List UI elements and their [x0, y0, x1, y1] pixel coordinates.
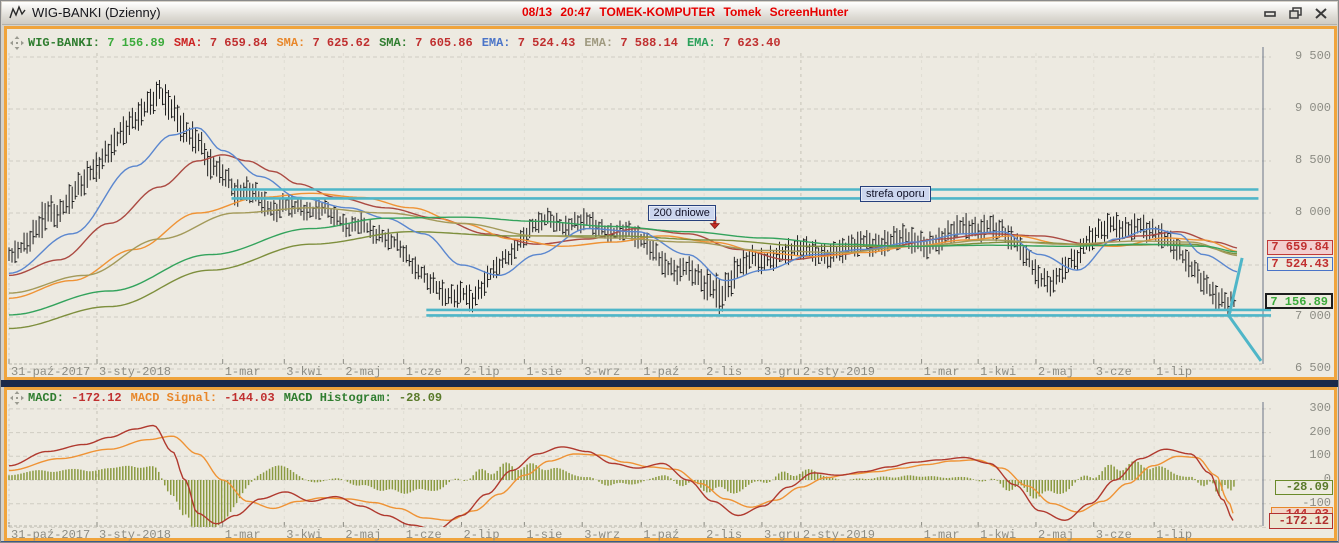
- date-label-macd: 1-cze: [405, 528, 442, 542]
- price-axis-label: 7 000: [1294, 309, 1331, 323]
- minimize-button[interactable]: [1262, 6, 1279, 20]
- macd-axis-label: 300: [1309, 400, 1331, 415]
- resistance-zone-annotation[interactable]: strefa oporu: [859, 186, 931, 203]
- date-label-macd: 2-lip: [463, 528, 500, 542]
- macd-axis-label: 0: [1323, 472, 1331, 486]
- window-bottom-edge: [1, 541, 1338, 542]
- macd-plot-area[interactable]: [9, 404, 1263, 525]
- date-label-macd: 3-gru: [763, 528, 800, 542]
- price-legend-item: SMA: 7 605.86: [379, 36, 473, 50]
- price-legend-item: WIG-BANKI: 7 156.89: [28, 36, 165, 50]
- macd-legend: MACD: -172.12 MACD Signal: -144.03 MACD Hi…: [28, 391, 451, 405]
- restore-button[interactable]: [1287, 6, 1304, 20]
- date-label: 3-cze: [1095, 365, 1132, 379]
- macd-legend-item: MACD Histogram: -28.09: [283, 391, 443, 405]
- date-label: 1-cze: [405, 365, 442, 379]
- price-legend-item: SMA: 7 625.62: [276, 36, 371, 50]
- date-label-macd: 3-cze: [1095, 528, 1132, 542]
- window-controls: [1262, 6, 1329, 20]
- price-axis-label: 9 500: [1294, 49, 1331, 63]
- date-label: 1-sie: [526, 365, 563, 379]
- price-axis-label: 8 000: [1294, 205, 1331, 219]
- macd-legend-item: MACD: -172.12: [28, 391, 122, 405]
- date-label: 1-mar: [923, 365, 960, 379]
- price-axis-label: 6 500: [1294, 361, 1331, 375]
- date-label-macd: 3-wrz: [584, 528, 621, 542]
- date-label-macd: 3-sty-2018: [98, 528, 171, 542]
- date-label: 2-maj: [1037, 365, 1074, 379]
- 200-day-annotation[interactable]: 200 dniowe: [647, 204, 716, 221]
- date-label: 2-maj: [345, 365, 382, 379]
- price-axis-label: 8 500: [1294, 153, 1331, 167]
- date-label: 2-lis: [706, 365, 743, 379]
- date-label: 1-kwi: [980, 365, 1017, 379]
- last-price-box: 7 156.89: [1265, 293, 1333, 309]
- close-button[interactable]: [1312, 6, 1329, 20]
- price-legend-item: SMA: 7 659.84: [173, 36, 268, 50]
- window-title: WIG-BANKI (Dzienny): [32, 5, 161, 20]
- price-axis-label: 9 000: [1294, 101, 1331, 115]
- date-label-macd: 1-sie: [526, 528, 563, 542]
- date-label: 3-kwi: [286, 365, 323, 379]
- panel-separator[interactable]: [1, 380, 1338, 387]
- price-chart-plot-area[interactable]: [9, 53, 1263, 359]
- date-label: 1-paź: [643, 365, 680, 379]
- macd-histogram-value-box: -28.09: [1275, 480, 1333, 495]
- screenhunter-watermark: 08/13 20:47 TOMEK-KOMPUTER Tomek ScreenH…: [522, 5, 849, 19]
- price-legend-item: EMA: 7 623.40: [686, 36, 781, 50]
- date-label-macd: 1-paź: [643, 528, 680, 542]
- date-label-macd: 2-sty-2019: [802, 528, 875, 542]
- macd-pane-drag-handle-icon[interactable]: [10, 391, 24, 410]
- date-label: 1-mar: [224, 365, 261, 379]
- date-label: 1-lip: [1156, 365, 1193, 379]
- date-label-macd: 1-lip: [1156, 528, 1193, 542]
- date-label: 2-lip: [463, 365, 500, 379]
- macd-value-box: -172.12: [1269, 513, 1333, 529]
- date-label-macd: 3-kwi: [286, 528, 323, 542]
- price-legend: WIG-BANKI: 7 156.89 SMA: 7 659.84 SMA: 7 6…: [28, 36, 790, 50]
- date-label-macd: 1-kwi: [980, 528, 1017, 542]
- date-label: 3-wrz: [584, 365, 621, 379]
- date-label-macd: 2-maj: [1037, 528, 1074, 542]
- date-label-macd: 2-maj: [345, 528, 382, 542]
- date-label-macd: 31-paź-2017: [11, 528, 91, 542]
- date-label: 3-gru: [763, 365, 800, 379]
- price-pane-drag-handle-icon[interactable]: [10, 36, 24, 55]
- sma-axis-value-box: 7 659.84: [1267, 240, 1333, 255]
- date-label: 31-paź-2017: [11, 365, 91, 379]
- date-label: 3-sty-2018: [98, 365, 171, 379]
- chart-app-icon: [9, 5, 26, 25]
- price-legend-item: EMA: 7 524.43: [481, 36, 576, 50]
- title-bar[interactable]: WIG-BANKI (Dzienny) 08/13 20:47 TOMEK-KO…: [2, 2, 1337, 25]
- date-label: 2-sty-2019: [802, 365, 875, 379]
- date-label-macd: 1-mar: [224, 528, 261, 542]
- macd-legend-item: MACD Signal: -144.03: [130, 391, 275, 405]
- macd-axis-label: 100: [1309, 448, 1331, 463]
- date-label-macd: 2-lis: [706, 528, 743, 542]
- ema-axis-value-box: 7 524.43: [1267, 257, 1333, 271]
- date-label-macd: 1-mar: [923, 528, 960, 542]
- price-legend-item: EMA: 7 588.14: [584, 36, 678, 50]
- macd-axis-label: -100: [1302, 495, 1331, 510]
- macd-axis-label: 200: [1309, 424, 1331, 439]
